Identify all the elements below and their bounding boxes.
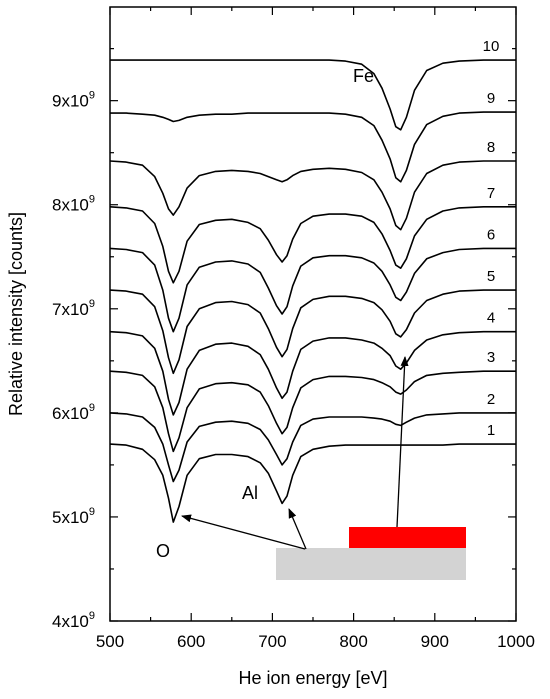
y-tick-label: 8x109	[52, 194, 95, 215]
y-tick-label: 5x109	[52, 506, 95, 527]
x-tick-label: 800	[339, 632, 367, 651]
curve-label-2: 2	[487, 391, 495, 408]
axes: 500 600 700 800 900 1000 4x109 5x109 6x109 7x109 8…	[52, 7, 535, 651]
arrows	[181, 356, 409, 550]
curve-label-8: 8	[487, 139, 495, 156]
curve-labels: 1 2 3 4 5 6 7 8 9 10	[483, 38, 500, 439]
series-line-10	[110, 59, 516, 131]
annotation-al: Al	[242, 483, 258, 503]
substrate-rect	[276, 548, 466, 580]
series-line-9	[110, 111, 516, 183]
x-axis-label: He ion energy [eV]	[238, 668, 387, 688]
curve-label-1: 1	[487, 422, 495, 439]
series-line-8	[109, 160, 516, 231]
x-tick-label: 500	[96, 632, 124, 651]
curve-label-7: 7	[487, 185, 495, 202]
x-tick-label: 1000	[497, 632, 535, 651]
fe-layer-rect	[349, 527, 466, 548]
curve-label-9: 9	[487, 90, 495, 107]
annotation-o: O	[156, 541, 170, 561]
arrow-to-o	[181, 514, 306, 550]
curve-label-6: 6	[487, 226, 495, 243]
curve-label-3: 3	[487, 349, 495, 366]
x-tick-label: 900	[421, 632, 449, 651]
series-line-5	[109, 289, 516, 375]
series-line-2	[109, 412, 516, 483]
series-line-7	[109, 206, 516, 284]
series-layer	[109, 59, 516, 523]
y-axis-label: Relative intensity [counts]	[6, 212, 26, 416]
y-tick-label: 4x109	[52, 610, 95, 631]
arrow-to-fe	[396, 356, 409, 528]
series-line-1	[109, 443, 516, 523]
x-tick-label: 700	[258, 632, 286, 651]
series-line-3	[109, 370, 516, 453]
annotation-fe: Fe	[353, 66, 374, 86]
curve-label-4: 4	[487, 310, 495, 327]
sample-schematic	[276, 527, 466, 580]
y-tick-label: 6x109	[52, 402, 95, 423]
arrow-to-al	[288, 508, 307, 550]
y-tick-label: 7x109	[52, 298, 95, 319]
x-tick-label: 600	[177, 632, 205, 651]
curve-label-5: 5	[487, 268, 495, 285]
y-tick-label: 9x109	[52, 90, 95, 111]
series-line-6	[109, 247, 516, 333]
curve-label-10: 10	[483, 38, 500, 55]
